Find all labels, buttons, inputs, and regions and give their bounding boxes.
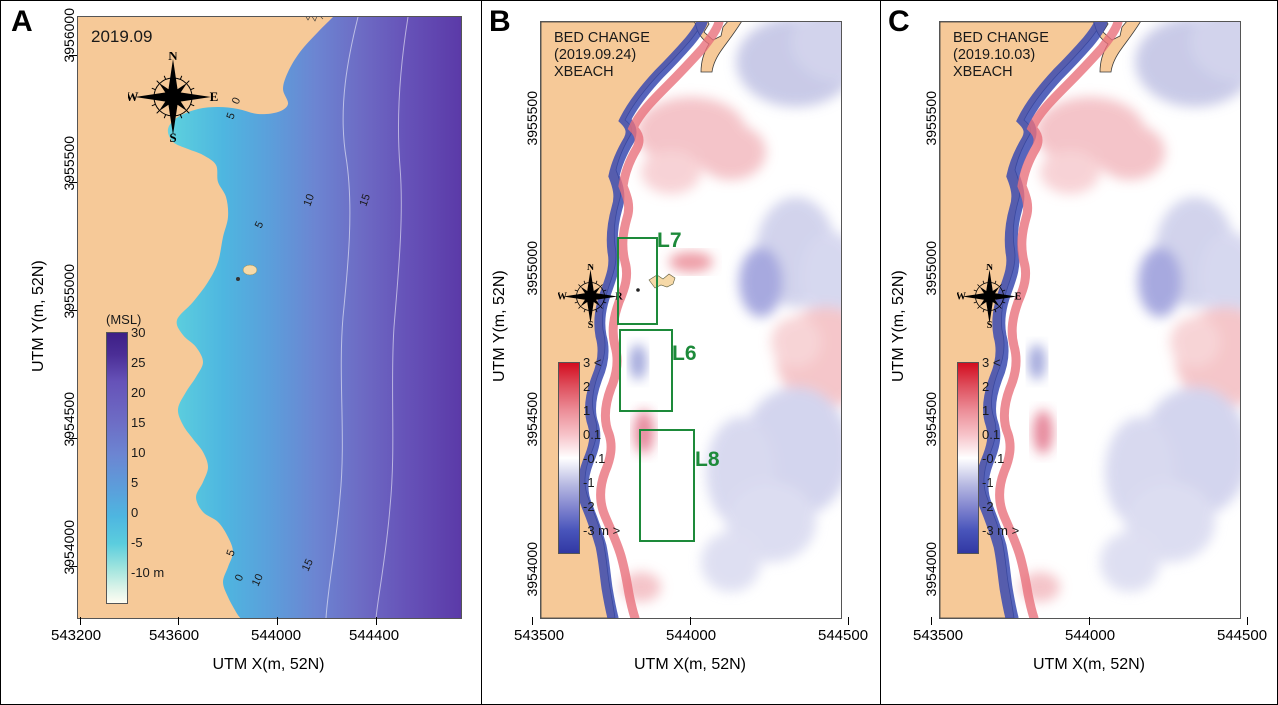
svg-text:E: E xyxy=(1015,292,1022,303)
svg-text:S: S xyxy=(169,130,176,142)
svg-text:N: N xyxy=(986,264,994,273)
svg-text:N: N xyxy=(587,264,595,273)
svg-text:N: N xyxy=(168,52,178,63)
svg-text:E: E xyxy=(210,89,218,104)
svg-text:S: S xyxy=(588,320,594,329)
svg-text:W: W xyxy=(957,292,966,303)
svg-text:W: W xyxy=(558,292,567,303)
svg-text:W: W xyxy=(128,89,139,104)
svg-text:S: S xyxy=(987,320,993,329)
